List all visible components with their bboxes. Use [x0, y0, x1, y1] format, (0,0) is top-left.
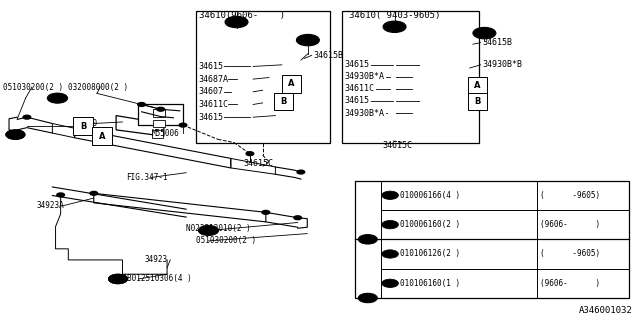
Text: B: B — [388, 280, 392, 286]
Circle shape — [382, 220, 398, 229]
Circle shape — [6, 130, 25, 140]
Text: M55006: M55006 — [151, 129, 179, 138]
Text: B: B — [80, 122, 86, 131]
Text: 1: 1 — [365, 235, 370, 244]
Text: 34615C: 34615C — [244, 159, 273, 168]
Text: 2: 2 — [234, 18, 239, 27]
Text: B: B — [13, 130, 18, 139]
Text: (      -9605): ( -9605) — [540, 191, 600, 200]
Circle shape — [23, 115, 31, 119]
Text: 34615: 34615 — [198, 62, 223, 71]
Bar — [468, 77, 487, 94]
Circle shape — [382, 279, 398, 287]
Text: (9606-      ): (9606- ) — [540, 279, 600, 288]
Text: 34615: 34615 — [344, 97, 369, 106]
Bar — [153, 120, 164, 127]
Circle shape — [358, 235, 378, 244]
Text: 34930B*B: 34930B*B — [483, 60, 522, 69]
Circle shape — [246, 152, 253, 156]
Bar — [274, 92, 293, 110]
Bar — [355, 180, 629, 298]
Circle shape — [382, 191, 398, 199]
Circle shape — [198, 225, 219, 236]
Bar — [138, 105, 183, 125]
Text: 34170: 34170 — [75, 119, 98, 128]
Bar — [282, 75, 301, 92]
Circle shape — [294, 216, 301, 220]
Text: 34923: 34923 — [145, 255, 168, 264]
Text: (      -9605): ( -9605) — [540, 250, 600, 259]
Text: A: A — [288, 79, 294, 88]
Circle shape — [108, 274, 127, 284]
Text: 010106160(1 ): 010106160(1 ) — [400, 279, 460, 288]
Text: 34687A: 34687A — [198, 75, 228, 84]
Text: 34615: 34615 — [344, 60, 369, 69]
Text: 34607: 34607 — [198, 87, 223, 96]
Text: B: B — [388, 192, 392, 198]
Circle shape — [473, 28, 496, 39]
Text: B: B — [13, 130, 18, 139]
Bar — [342, 11, 479, 142]
Text: B: B — [115, 275, 120, 284]
Text: 1: 1 — [305, 36, 310, 44]
Circle shape — [138, 103, 145, 106]
Text: B: B — [474, 97, 481, 106]
Circle shape — [205, 228, 212, 232]
Text: 051030200(2 ): 051030200(2 ) — [196, 236, 256, 245]
Text: 010106126(2 ): 010106126(2 ) — [400, 250, 460, 259]
Circle shape — [297, 170, 305, 174]
Text: 34615B: 34615B — [314, 51, 344, 60]
Text: B: B — [115, 275, 120, 284]
Text: A346001032: A346001032 — [579, 307, 632, 316]
Bar — [468, 92, 487, 110]
Circle shape — [57, 193, 65, 197]
Bar — [152, 130, 163, 138]
Text: B: B — [388, 251, 392, 257]
Bar — [196, 11, 330, 142]
Text: 032008000(2 ): 032008000(2 ) — [68, 83, 129, 92]
Text: B: B — [388, 222, 392, 228]
Circle shape — [6, 130, 25, 140]
Text: B: B — [280, 97, 287, 106]
Text: 1: 1 — [482, 28, 487, 38]
Text: N: N — [205, 226, 211, 235]
Text: N: N — [54, 94, 60, 103]
Text: A: A — [99, 132, 106, 141]
Text: 2: 2 — [365, 293, 370, 302]
Text: N023212010(2 ): N023212010(2 ) — [186, 224, 251, 233]
Circle shape — [47, 93, 68, 103]
Circle shape — [296, 34, 319, 46]
Circle shape — [157, 107, 164, 111]
Bar — [153, 109, 164, 117]
Circle shape — [383, 21, 406, 32]
Text: 34610(9606-    ): 34610(9606- ) — [199, 11, 285, 20]
Text: 010006166(4 ): 010006166(4 ) — [400, 191, 460, 200]
Text: 34930B*A: 34930B*A — [344, 72, 384, 81]
Text: 34615C: 34615C — [383, 141, 412, 150]
Bar — [92, 127, 112, 145]
Circle shape — [90, 191, 98, 195]
Text: A: A — [474, 81, 481, 90]
Text: (9606-      ): (9606- ) — [540, 220, 600, 229]
Text: 34615: 34615 — [198, 113, 223, 122]
Text: 010006160(2 ): 010006160(2 ) — [400, 220, 460, 229]
Text: 34615B: 34615B — [483, 38, 513, 47]
Text: 34611C: 34611C — [198, 100, 228, 109]
Circle shape — [382, 250, 398, 258]
Text: FIG.347-1: FIG.347-1 — [125, 173, 167, 182]
Text: B012510306(4 ): B012510306(4 ) — [127, 275, 191, 284]
Text: 34930B*A: 34930B*A — [344, 108, 384, 117]
Text: 34923A: 34923A — [36, 202, 64, 211]
Circle shape — [225, 16, 248, 28]
Text: 051030200(2 ): 051030200(2 ) — [3, 83, 63, 92]
Circle shape — [179, 123, 187, 127]
Circle shape — [108, 274, 127, 284]
Circle shape — [262, 211, 269, 214]
Bar — [73, 117, 93, 135]
Text: 2: 2 — [392, 22, 397, 31]
Text: 34610( 9403-9605): 34610( 9403-9605) — [349, 11, 440, 20]
Text: 34611C: 34611C — [344, 84, 374, 93]
Circle shape — [358, 293, 378, 303]
